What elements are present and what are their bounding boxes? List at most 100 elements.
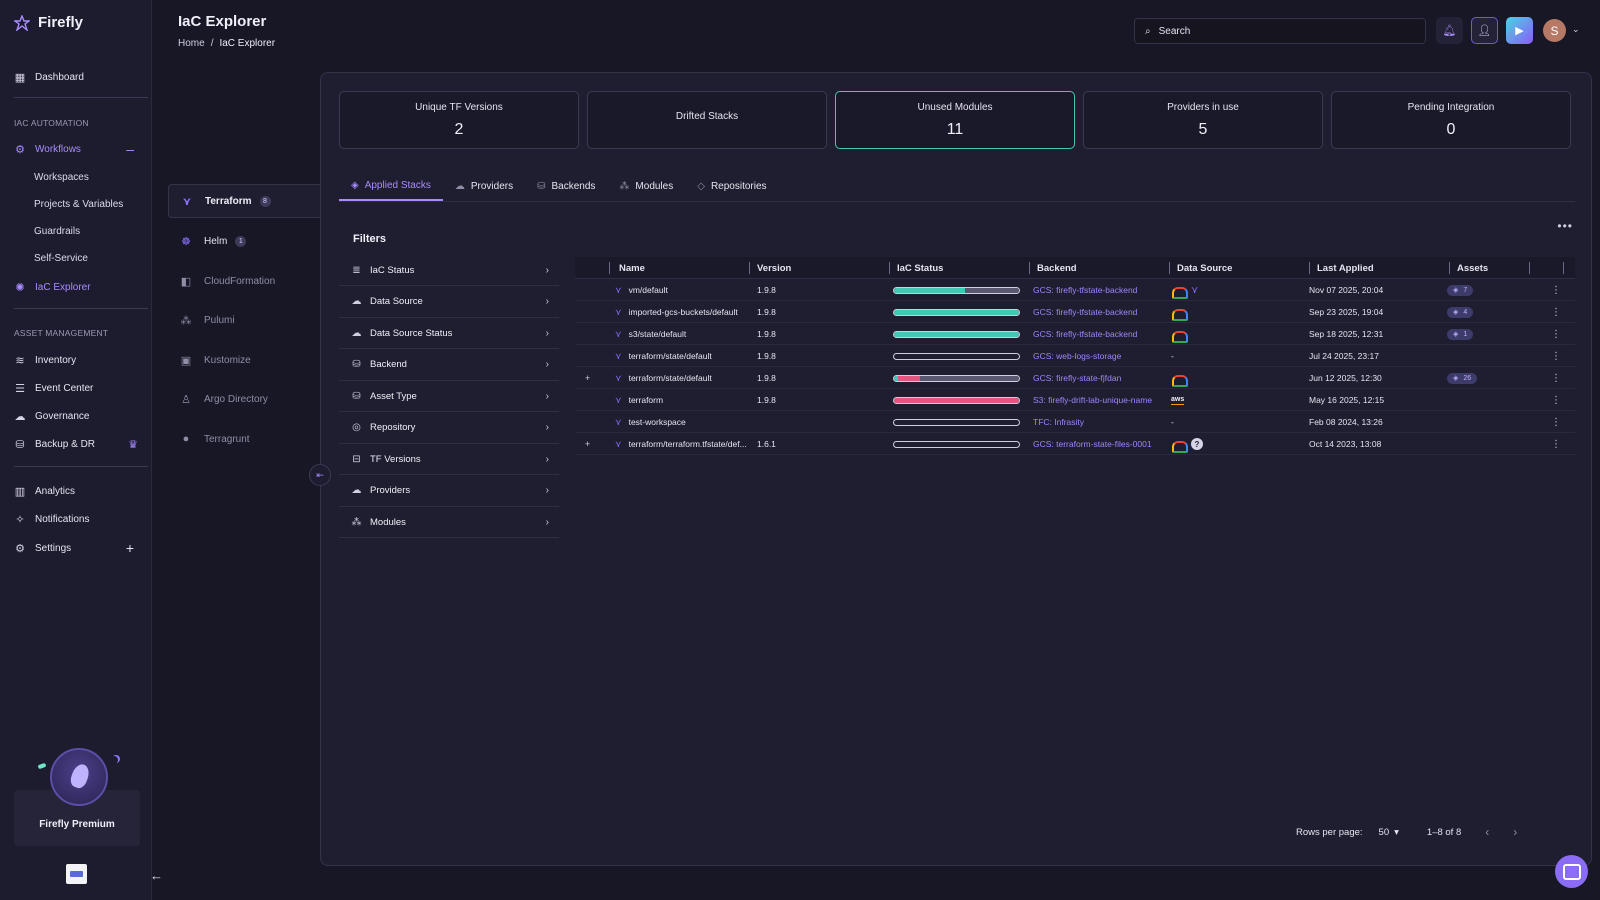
nav-workspaces[interactable]: Workspaces <box>34 172 89 183</box>
column-resize-handle[interactable] <box>1029 262 1030 274</box>
table-row[interactable]: ⋎ imported-gcs-buckets/default 1.9.8 GCS: f… <box>575 301 1575 323</box>
backend-cell[interactable]: S3: firefly-drift-lab-unique-name <box>1033 395 1153 405</box>
avatar[interactable]: S <box>1543 19 1566 42</box>
stat-providers-in-use[interactable]: Providers in use 5 <box>1083 91 1323 149</box>
filter-backend[interactable]: ⛁ Backend › <box>339 350 559 381</box>
column-header-iac-status[interactable]: IaC Status <box>897 262 944 274</box>
table-row[interactable]: + ⋎ terraform/terraform.tfstate/def... 1.6.… <box>575 433 1575 455</box>
stack-name[interactable]: terraform/terraform.tfstate/def... <box>628 439 747 449</box>
filter-data-source-status[interactable]: ☁ Data Source Status › <box>339 318 559 349</box>
nav-event-center[interactable]: ☰ Event Center <box>0 377 152 399</box>
table-row[interactable]: + ⋎ terraform/state/default 1.9.8 GCS: firef… <box>575 367 1575 389</box>
brand-logo[interactable]: Firefly <box>14 14 83 31</box>
more-options-icon[interactable]: ••• <box>1557 219 1573 233</box>
iac-type-kustomize[interactable]: ▣ Kustomize <box>168 343 320 377</box>
nav-settings[interactable]: ⚙ Settings + <box>0 537 152 559</box>
invite-user-button[interactable]: 👤︎ <box>1471 17 1498 44</box>
nav-notifications[interactable]: ✧ Notifications <box>0 508 152 530</box>
chevron-down-icon[interactable]: ⌄ <box>1572 24 1580 34</box>
nav-governance[interactable]: ☁ Governance <box>0 405 152 427</box>
filter-asset-type[interactable]: ⛁ Asset Type › <box>339 381 559 412</box>
table-row[interactable]: ⋎ vm/default 1.9.8 GCS: firefly-tfstate-bac… <box>575 279 1575 301</box>
column-resize-handle[interactable] <box>1563 262 1564 274</box>
column-resize-handle[interactable] <box>1169 262 1170 274</box>
iac-type-helm[interactable]: ☸ Helm 1 <box>168 224 320 258</box>
search-input[interactable] <box>1158 25 1399 37</box>
column-resize-handle[interactable] <box>1529 262 1530 274</box>
table-row[interactable]: ⋎ terraform 1.9.8 S3: firefly-drift-lab-uni… <box>575 389 1575 411</box>
expand-plus-icon[interactable]: + <box>125 540 134 556</box>
stack-name[interactable]: imported-gcs-buckets/default <box>628 307 738 317</box>
table-row[interactable]: ⋎ terraform/state/default 1.9.8 GCS: web-lo… <box>575 345 1575 367</box>
backend-cell[interactable]: TFC: Infrasity <box>1033 417 1085 427</box>
tab-backends[interactable]: ⛁ Backends <box>525 171 607 201</box>
chat-support-icon[interactable] <box>1555 855 1588 888</box>
tab-repositories[interactable]: ◇ Repositories <box>685 171 778 201</box>
iac-type-cloudformation[interactable]: ◧ CloudFormation <box>168 264 320 298</box>
stack-name[interactable]: test-workspace <box>628 417 686 427</box>
row-menu-icon[interactable]: ⋮ <box>1551 416 1561 428</box>
table-row[interactable]: ⋎ s3/state/default 1.9.8 GCS: firefly-tfsta… <box>575 323 1575 345</box>
org-logo-icon[interactable] <box>66 864 87 884</box>
row-menu-icon[interactable]: ⋮ <box>1551 372 1561 384</box>
column-resize-handle[interactable] <box>1449 262 1450 274</box>
collapse-minus-icon[interactable]: – <box>126 141 134 157</box>
collapse-sidebar-arrow-icon[interactable]: ← <box>150 868 163 883</box>
column-header-assets[interactable]: Assets <box>1457 262 1489 274</box>
expand-row-icon[interactable]: + <box>585 439 591 449</box>
backend-cell[interactable]: GCS: web-logs-storage <box>1033 351 1122 361</box>
filter-repository[interactable]: ◎ Repository › <box>339 413 559 444</box>
backend-cell[interactable]: GCS: terraform-state-files-0001 <box>1033 439 1152 449</box>
iac-type-terraform[interactable]: ⋎ Terraform 8 <box>168 184 320 218</box>
column-resize-handle[interactable] <box>749 262 750 274</box>
filter-data-source[interactable]: ☁ Data Source › <box>339 287 559 318</box>
rows-per-page-select[interactable]: 50 ▾ <box>1379 827 1399 838</box>
stack-name[interactable]: terraform <box>628 395 664 405</box>
filter-tf-versions[interactable]: ⊟ TF Versions › <box>339 444 559 475</box>
backend-cell[interactable]: GCS: firefly-tfstate-backend <box>1033 329 1138 339</box>
assets-badge[interactable]: ◈ 4 <box>1447 306 1474 318</box>
assets-badge[interactable]: ◈ 7 <box>1447 284 1474 296</box>
column-header-last-applied[interactable]: Last Applied <box>1317 262 1374 274</box>
iac-type-pulumi[interactable]: ⁂ Pulumi <box>168 303 320 337</box>
iac-type-terragrunt[interactable]: ● Terragrunt <box>168 422 320 456</box>
stack-name[interactable]: vm/default <box>628 285 668 295</box>
tab-applied-stacks[interactable]: ◈ Applied Stacks <box>339 171 443 201</box>
row-menu-icon[interactable]: ⋮ <box>1551 328 1561 340</box>
assets-badge[interactable]: ◈ 1 <box>1447 328 1474 340</box>
breadcrumb-home[interactable]: Home <box>178 38 205 49</box>
next-page-icon[interactable]: › <box>1513 825 1518 839</box>
bell-button[interactable]: 🔔︎ <box>1436 17 1463 44</box>
nav-self-service[interactable]: Self-Service <box>34 253 88 264</box>
column-header-version[interactable]: Version <box>757 262 792 274</box>
nav-inventory[interactable]: ≋ Inventory <box>0 349 152 371</box>
play-button[interactable]: ▶ <box>1506 17 1533 44</box>
tab-modules[interactable]: ⁂ Modules <box>607 171 685 201</box>
nav-workflows[interactable]: ⚙ Workflows – <box>0 138 152 160</box>
column-resize-handle[interactable] <box>1309 262 1310 274</box>
backend-cell[interactable]: GCS: firefly-tfstate-backend <box>1033 307 1138 317</box>
table-row[interactable]: ⋎ test-workspace TFC: Infrasity - Feb 08 202… <box>575 411 1575 433</box>
collapse-panel-icon[interactable]: ⇤ <box>309 464 331 486</box>
nav-dashboard[interactable]: ▦ Dashboard <box>0 66 152 88</box>
row-menu-icon[interactable]: ⋮ <box>1551 350 1561 362</box>
stat-unique-tf-versions[interactable]: Unique TF Versions 2 <box>339 91 579 149</box>
prev-page-icon[interactable]: ‹ <box>1485 825 1490 839</box>
filter-providers[interactable]: ☁ Providers › <box>339 476 559 507</box>
filter-modules[interactable]: ⁂ Modules › <box>339 507 559 538</box>
iac-type-argo[interactable]: ♙ Argo Directory <box>168 382 320 416</box>
column-header-data-source[interactable]: Data Source <box>1177 262 1233 274</box>
stat-pending-integration[interactable]: Pending Integration 0 <box>1331 91 1571 149</box>
stack-name[interactable]: terraform/state/default <box>628 351 712 361</box>
tab-providers[interactable]: ☁ Providers <box>443 171 525 201</box>
nav-analytics[interactable]: ▥ Analytics <box>0 480 152 502</box>
backend-cell[interactable]: GCS: firefly-tfstate-backend <box>1033 285 1138 295</box>
assets-badge[interactable]: ◈ 26 <box>1447 372 1478 384</box>
nav-guardrails[interactable]: Guardrails <box>34 226 81 237</box>
row-menu-icon[interactable]: ⋮ <box>1551 438 1561 450</box>
row-menu-icon[interactable]: ⋮ <box>1551 306 1561 318</box>
nav-iac-explorer[interactable]: ✺ IaC Explorer <box>0 276 152 298</box>
backend-cell[interactable]: GCS: firefly-state-fjfdan <box>1033 373 1122 383</box>
column-header-backend[interactable]: Backend <box>1037 262 1077 274</box>
nav-projects-variables[interactable]: Projects & Variables <box>34 199 124 210</box>
